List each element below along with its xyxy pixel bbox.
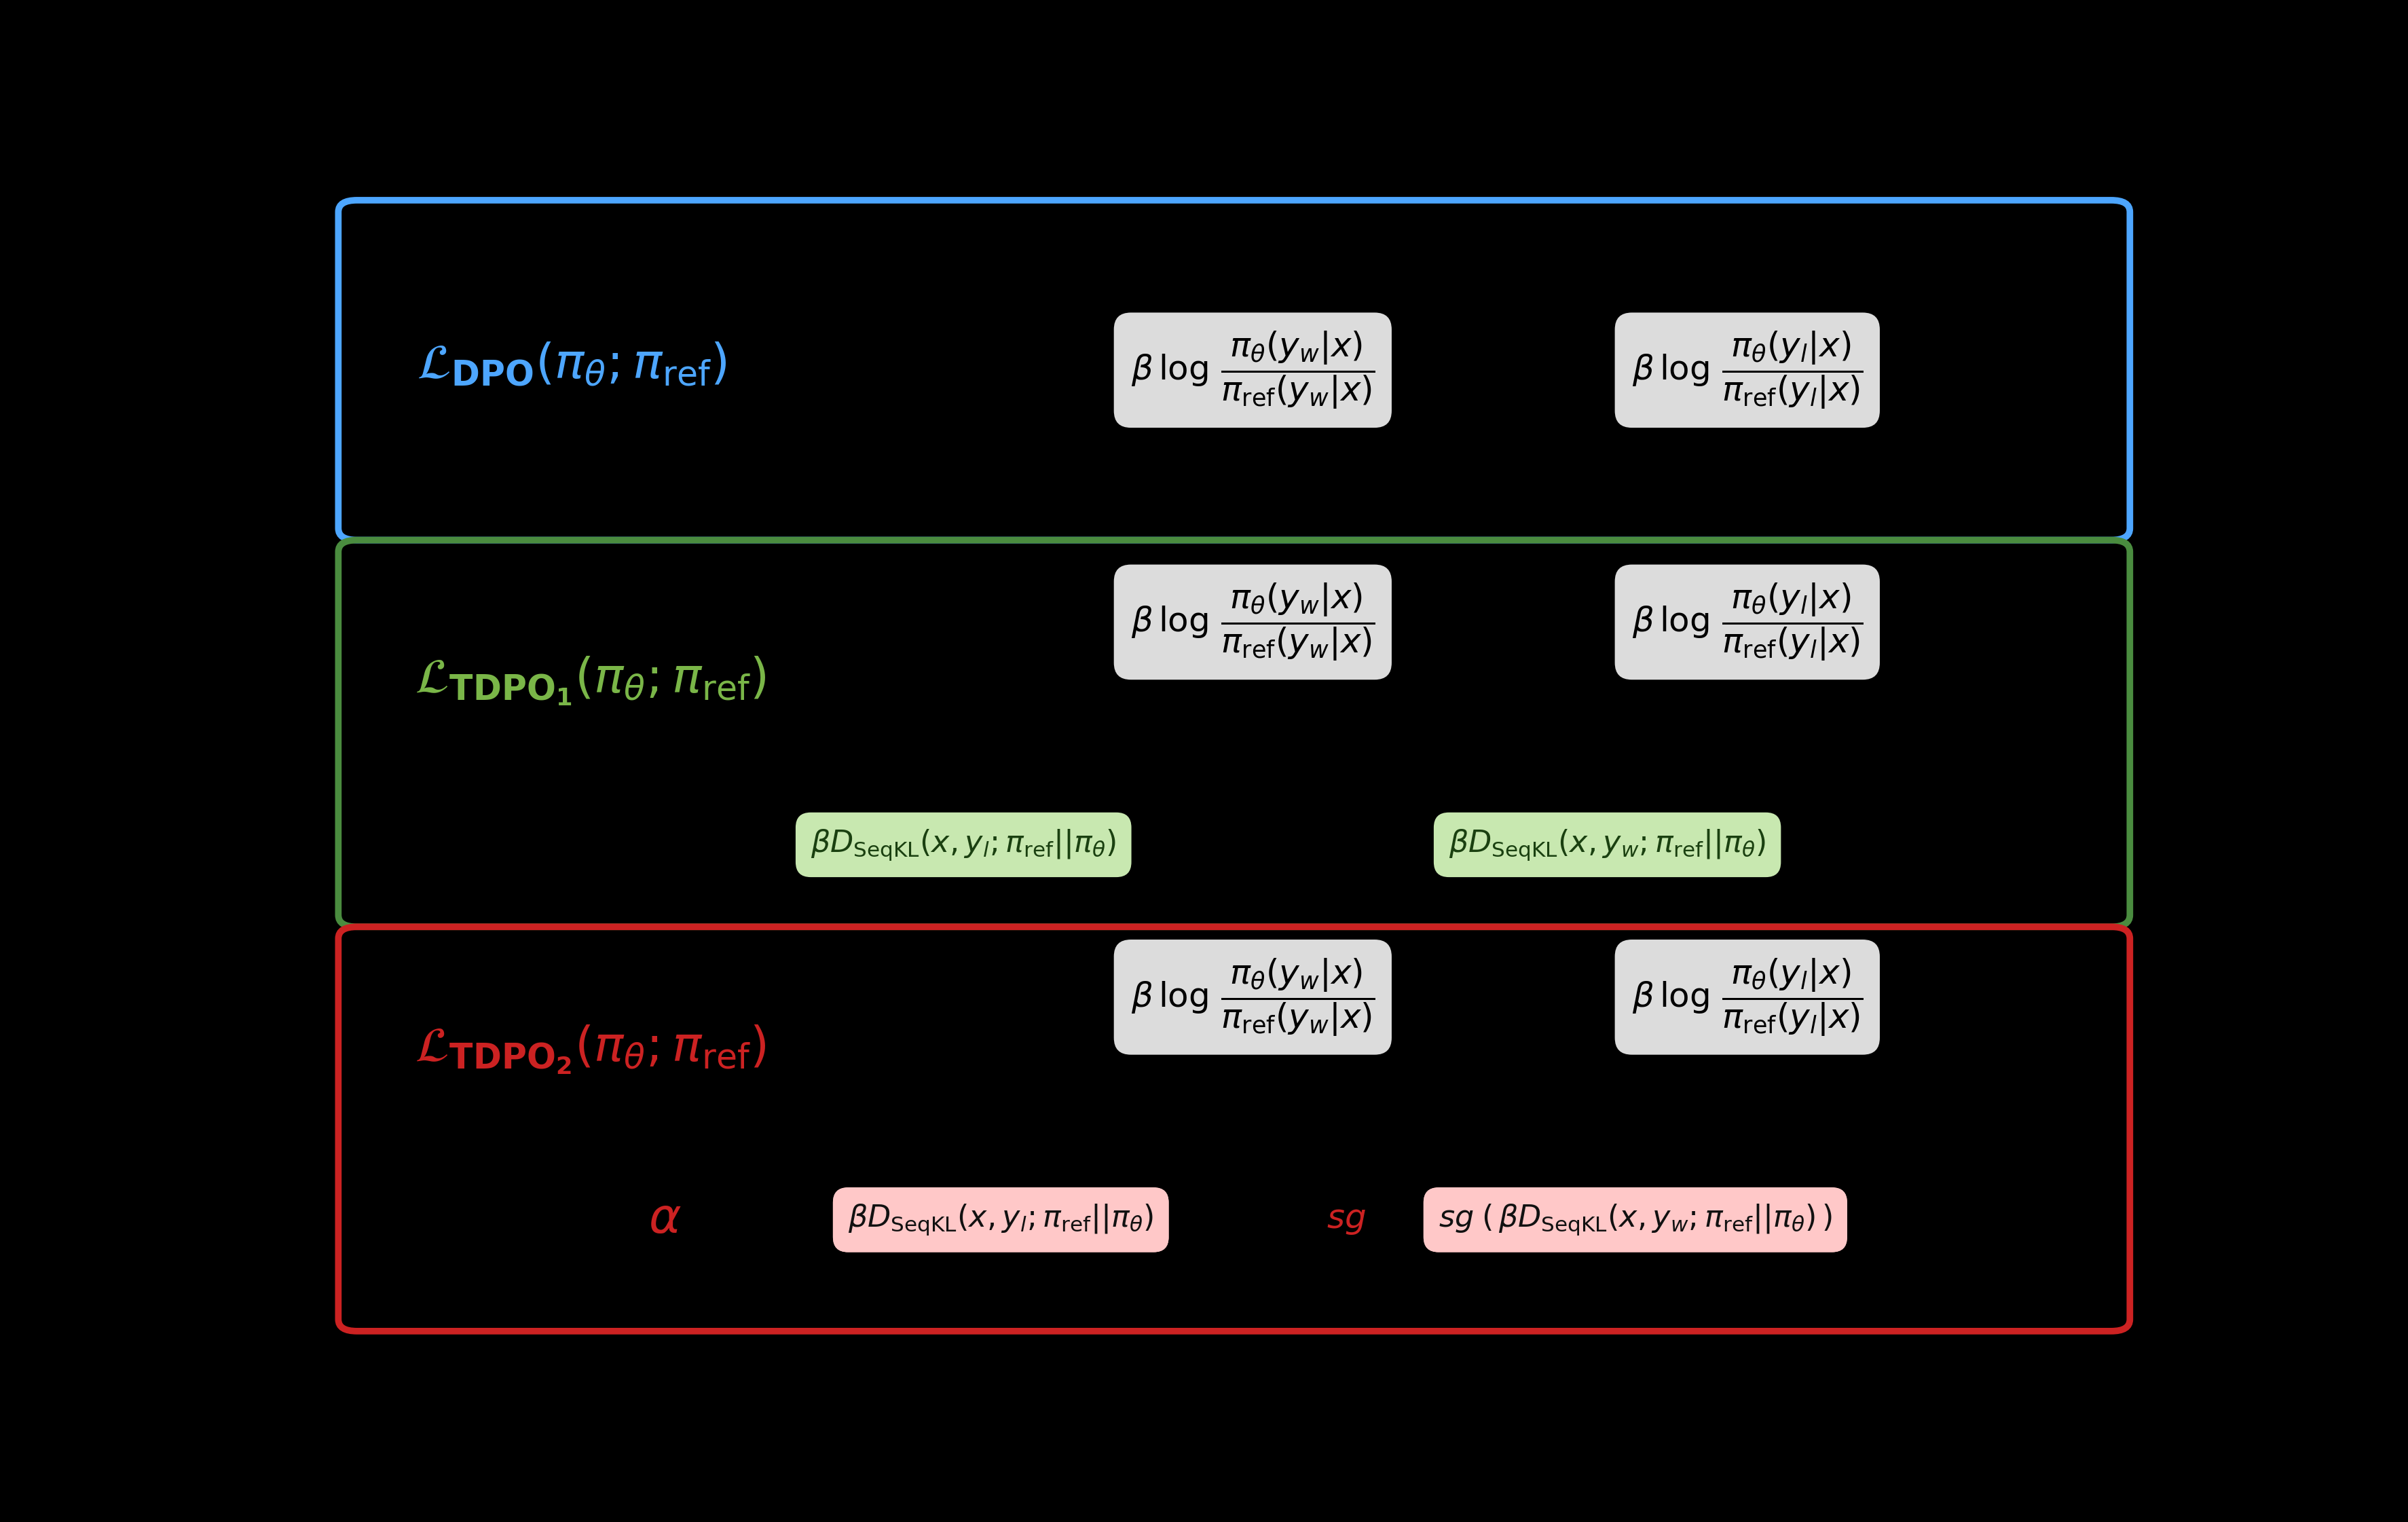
Text: $\beta\,\log\,\dfrac{\pi_\theta(y_w|x)}{\pi_\mathrm{ref}(y_w|x)}$: $\beta\,\log\,\dfrac{\pi_\theta(y_w|x)}{… — [1132, 956, 1375, 1038]
Text: $\mathcal{L}_{\mathbf{TDPO_1}}(\pi_\theta;\pi_\mathrm{ref})$: $\mathcal{L}_{\mathbf{TDPO_1}}(\pi_\thet… — [414, 654, 766, 708]
Text: $\alpha$: $\alpha$ — [648, 1196, 681, 1243]
Text: $\beta\,\log\,\dfrac{\pi_\theta(y_l|x)}{\pi_\mathrm{ref}(y_l|x)}$: $\beta\,\log\,\dfrac{\pi_\theta(y_l|x)}{… — [1633, 956, 1864, 1038]
Text: $\beta D_{\mathrm{SeqKL}}(x,y_w;\pi_\mathrm{ref}||\pi_\theta)$: $\beta D_{\mathrm{SeqKL}}(x,y_w;\pi_\mat… — [1450, 828, 1765, 861]
Text: $\mathcal{L}_{\mathbf{TDPO_2}}(\pi_\theta;\pi_\mathrm{ref})$: $\mathcal{L}_{\mathbf{TDPO_2}}(\pi_\thet… — [414, 1023, 766, 1076]
Text: $\beta\,\log\,\dfrac{\pi_\theta(y_l|x)}{\pi_\mathrm{ref}(y_l|x)}$: $\beta\,\log\,\dfrac{\pi_\theta(y_l|x)}{… — [1633, 330, 1864, 411]
Text: $sg$: $sg$ — [1327, 1204, 1365, 1236]
Text: $\mathcal{L}_{\mathbf{DPO}}(\pi_\theta;\pi_\mathrm{ref})$: $\mathcal{L}_{\mathbf{DPO}}(\pi_\theta;\… — [417, 341, 727, 388]
Text: $sg\;(\,\beta D_{\mathrm{SeqKL}}(x,y_w;\pi_\mathrm{ref}||\pi_\theta)\,)$: $sg\;(\,\beta D_{\mathrm{SeqKL}}(x,y_w;\… — [1438, 1202, 1832, 1237]
Text: $\beta D_{\mathrm{SeqKL}}(x,y_l;\pi_\mathrm{ref}||\pi_\theta)$: $\beta D_{\mathrm{SeqKL}}(x,y_l;\pi_\mat… — [848, 1202, 1153, 1237]
Text: $\beta\,\log\,\dfrac{\pi_\theta(y_w|x)}{\pi_\mathrm{ref}(y_w|x)}$: $\beta\,\log\,\dfrac{\pi_\theta(y_w|x)}{… — [1132, 581, 1375, 662]
Text: $\beta D_{\mathrm{SeqKL}}(x,y_l;\pi_\mathrm{ref}||\pi_\theta)$: $\beta D_{\mathrm{SeqKL}}(x,y_l;\pi_\mat… — [848, 1202, 1153, 1237]
Text: $sg\;(\,\beta D_{\mathrm{SeqKL}}(x,y_w;\pi_\mathrm{ref}||\pi_\theta)\,)$: $sg\;(\,\beta D_{\mathrm{SeqKL}}(x,y_w;\… — [1438, 1202, 1832, 1237]
Text: $\beta\,\log\,\dfrac{\pi_\theta(y_l|x)}{\pi_\mathrm{ref}(y_l|x)}$: $\beta\,\log\,\dfrac{\pi_\theta(y_l|x)}{… — [1633, 581, 1864, 662]
Text: $\beta D_{\mathrm{SeqKL}}(x,y_l;\pi_\mathrm{ref}||\pi_\theta)$: $\beta D_{\mathrm{SeqKL}}(x,y_l;\pi_\mat… — [811, 828, 1117, 861]
Text: $\beta\,\log\,\dfrac{\pi_\theta(y_w|x)}{\pi_\mathrm{ref}(y_w|x)}$: $\beta\,\log\,\dfrac{\pi_\theta(y_w|x)}{… — [1132, 330, 1375, 411]
